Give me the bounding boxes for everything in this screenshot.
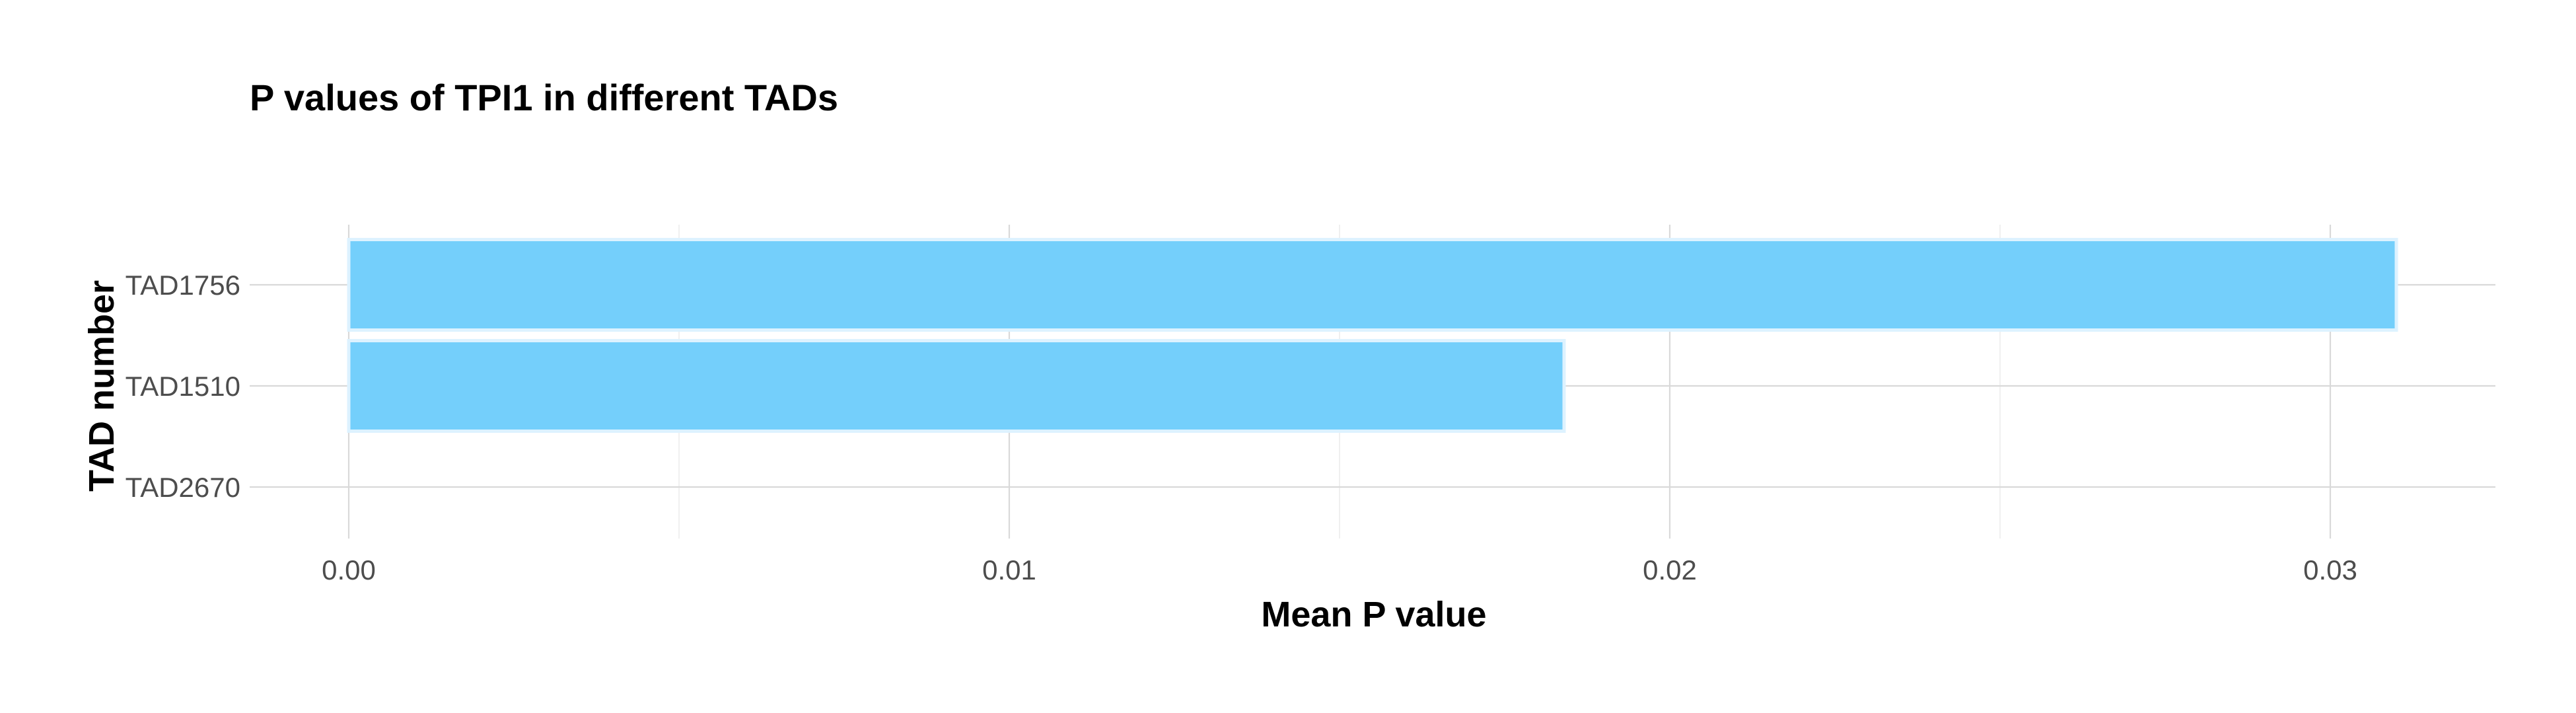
x-tick-label: 0.01 [982, 554, 1036, 585]
bar-tad1756 [347, 238, 2398, 332]
x-tick-label: 0.00 [322, 554, 376, 585]
y-tick-label: TAD2670 [125, 472, 240, 503]
x-tick-label: 0.02 [1643, 554, 1697, 585]
y-axis-title: TAD number [82, 280, 122, 492]
bars [347, 238, 2398, 433]
x-axis-title: Mean P value [1261, 595, 1486, 634]
y-axis-ticks: TAD1756 TAD1510 TAD2670 [125, 270, 240, 503]
x-tick-label: 0.03 [2303, 554, 2357, 585]
x-axis-ticks: 0.00 0.01 0.02 0.03 [322, 554, 2357, 585]
chart-title: P values of TPI1 in different TADs [250, 77, 838, 118]
y-tick-label: TAD1756 [125, 270, 240, 301]
y-tick-label: TAD1510 [125, 371, 240, 402]
bar-tad1510 [347, 339, 1566, 433]
